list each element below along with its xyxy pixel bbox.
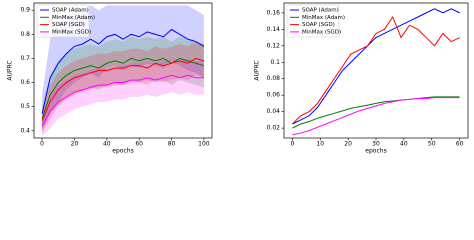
x-tick-label: 50 — [428, 141, 436, 148]
y-tick-label: 0.04 — [267, 108, 281, 115]
y-tick-label: 0.12 — [267, 42, 281, 49]
x-axis-label: epochs — [365, 148, 386, 155]
confidence-band — [42, 41, 204, 134]
confidence-band — [42, 36, 204, 131]
y-tick-label: 0.14 — [267, 26, 281, 33]
legend-label: SOAP (Adam) — [52, 8, 89, 14]
series-line — [41, 28, 205, 115]
legend: SOAP (Adam)MinMax (Adam)SOAP (SGD)MinMax… — [286, 4, 345, 38]
y-tick-label: 0.4 — [20, 127, 30, 134]
x-tick-label: 0 — [40, 141, 44, 148]
y-tick-label: 0.06 — [267, 92, 281, 99]
legend-label: MinMax (Adam) — [52, 15, 95, 21]
series-line — [292, 8, 460, 125]
legend-box — [36, 4, 90, 38]
legend: SOAP (Adam)MinMax (Adam)SOAP (SGD)MinMax… — [36, 4, 95, 38]
legend-label: MinMax (SGD) — [52, 29, 91, 35]
figure: 0.40.50.60.70.80.90 20 40 60 80 100epochsAUPR… — [7, 2, 469, 155]
x-tick-label: 80 — [168, 141, 176, 148]
x-tick-label: 20 — [344, 141, 352, 148]
legend-label: MinMax (SGD) — [302, 29, 341, 35]
x-tick-label: 0 — [290, 141, 294, 148]
series-line — [292, 15, 460, 125]
y-tick-label: 0.5 — [20, 103, 30, 110]
y-tick-label: 0.6 — [20, 79, 30, 86]
legend-box — [286, 4, 340, 38]
y-tick-label: 0.7 — [20, 55, 30, 62]
plot-frame — [283, 2, 469, 139]
series-line — [41, 57, 205, 119]
y-tick-label: 0.02 — [267, 125, 281, 132]
y-tick-label: 0.9 — [20, 7, 30, 14]
y-axis-label: AUPRC — [254, 60, 261, 80]
legend-label: MinMax (Adam) — [302, 15, 345, 21]
series-line — [41, 57, 205, 122]
x-tick-label: 10 — [316, 141, 324, 148]
subplot: 0.4 0.5 0.6 0.7 0.8 0.9 0 20 40 60 80 100 epochs AUPR… — [7, 2, 213, 155]
page: 0.4 0.5 0.6 0.7 0.8 0.9 0 20 40 60 80 100 epochs AUPR… — [6, 2, 469, 155]
series-line — [292, 96, 460, 129]
series-line — [292, 97, 460, 136]
series-line — [41, 74, 204, 127]
y-axis-label: AUPRC — [7, 60, 14, 80]
y-tick-label: 0.1 — [270, 59, 280, 66]
y-tick-label: 0.16 — [267, 9, 281, 16]
x-tick-label: 40 — [103, 141, 111, 148]
legend-label: SOAP (Adam) — [302, 8, 339, 14]
legend-label: SOAP (SGD) — [52, 22, 85, 28]
x-tick-label: 60 — [135, 141, 143, 148]
y-tick-label: 0.8 — [20, 31, 30, 38]
plot-area — [292, 8, 460, 136]
legend-label: SOAP (SGD) — [302, 22, 335, 28]
x-tick-label: 60 — [456, 141, 464, 148]
x-tick-label: 20 — [71, 141, 79, 148]
subplot: 0.02 0.04 0.06 0.08 0.1 0.12 0.14 0.16 0 10 20 30 40… — [254, 2, 469, 155]
x-tick-label: 100 — [198, 141, 210, 148]
plot-frame — [33, 2, 213, 139]
x-axis-label: epochs — [112, 148, 133, 155]
x-tick-label: 30 — [372, 141, 380, 148]
y-tick-label: 0.08 — [267, 75, 281, 82]
x-tick-label: 40 — [400, 141, 408, 148]
